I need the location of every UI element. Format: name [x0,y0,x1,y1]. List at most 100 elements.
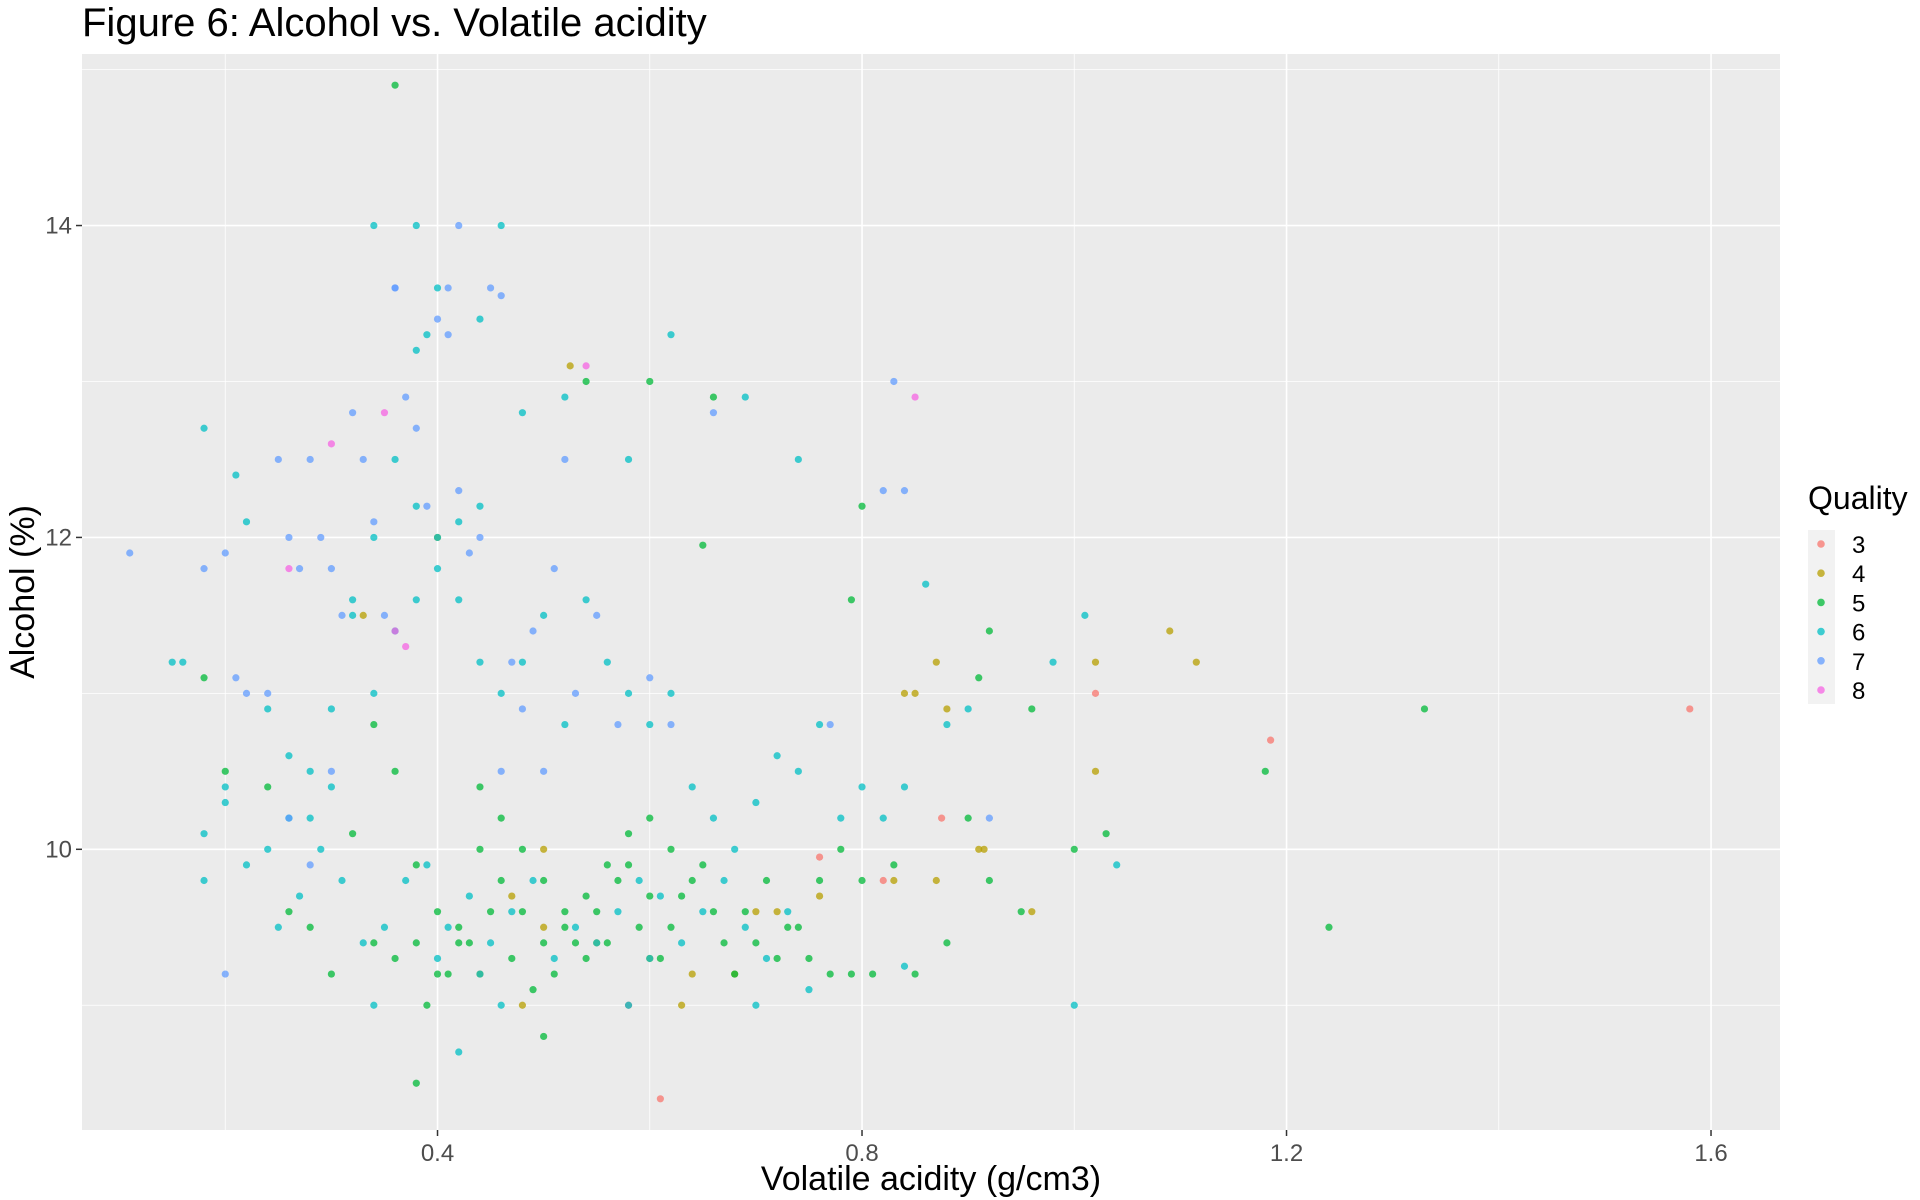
data-point-quality-6 [518,658,527,666]
legend-key-3 [1817,540,1825,548]
data-point-quality-7 [646,674,654,682]
data-point-quality-7 [985,814,993,822]
data-point-quality-4 [1091,767,1100,775]
data-point-quality-7 [529,627,537,635]
data-point-quality-5 [624,830,633,838]
data-point-quality-6 [232,471,240,479]
data-point-quality-3 [938,814,946,822]
data-point-quality-6 [858,783,866,791]
data-point-quality-6 [402,876,410,885]
data-point-quality-7 [667,720,675,729]
data-point-quality-6 [295,892,304,900]
data-point-quality-5 [709,393,718,401]
data-point-quality-5 [1028,705,1036,713]
data-point-quality-6 [794,767,802,775]
data-point-quality-5 [370,939,378,947]
data-point-quality-6 [550,954,558,963]
data-point-quality-5 [826,970,834,978]
data-point-quality-6 [465,892,473,900]
data-point-quality-5 [518,908,527,916]
data-point-quality-6 [476,970,484,978]
data-point-quality-7 [455,487,463,495]
data-point-quality-7 [593,611,601,619]
data-point-quality-6 [433,954,442,963]
data-point-quality-5 [635,923,643,931]
data-point-quality-6 [837,814,845,822]
data-point-quality-6 [773,752,781,760]
data-point-quality-4 [1028,908,1036,916]
data-point-quality-5 [720,939,728,947]
data-point-quality-6 [497,1001,505,1009]
data-point-quality-4 [1091,658,1100,666]
data-point-quality-6 [497,689,505,697]
x-tick-label: 0.8 [845,1140,878,1167]
data-point-quality-5 [1102,830,1110,838]
legend-label: 6 [1852,620,1865,647]
grid-lines [82,54,1780,1130]
data-point-quality-3 [815,853,824,861]
data-point-quality-6 [338,876,346,885]
data-point-quality-4 [890,876,898,885]
data-point-quality-6 [221,798,229,807]
data-point-quality-6 [433,533,442,542]
data-point-quality-7 [285,814,293,822]
x-tick-label: 0.4 [421,1140,454,1167]
data-point-quality-6 [943,720,951,729]
data-point-quality-5 [391,954,399,963]
data-point-quality-6 [200,424,208,432]
data-point-quality-4 [678,1001,686,1009]
data-point-quality-7 [221,549,229,557]
data-point-quality-6 [359,939,367,947]
data-point-quality-5 [985,627,993,635]
data-point-quality-7 [561,455,569,464]
data-point-quality-5 [943,939,951,947]
data-point-quality-6 [1113,861,1121,869]
data-point-quality-4 [359,611,367,619]
data-point-quality-5 [465,939,473,947]
data-point-quality-5 [794,923,802,931]
data-point-quality-4 [980,845,988,853]
data-point-quality-6 [264,845,272,853]
data-point-quality-6 [731,845,739,853]
data-point-quality-5 [667,923,675,931]
data-point-quality-6 [327,783,335,791]
x-tick-label: 1.2 [1270,1140,1303,1167]
data-point-quality-7 [497,767,505,775]
data-point-quality-7 [486,284,495,292]
data-point-quality-6 [455,1048,463,1056]
data-point-quality-7 [338,611,346,619]
data-point-quality-7 [476,533,484,542]
data-point-quality-6 [667,331,675,339]
data-point-quality-6 [242,518,251,526]
data-point-quality-6 [752,1001,760,1009]
data-point-quality-6 [815,720,824,729]
data-point-quality-4 [540,845,548,853]
data-point-quality-7 [370,518,378,526]
data-point-quality-5 [773,954,781,963]
data-point-quality-5 [837,845,845,853]
data-point-quality-6 [720,876,728,885]
data-point-quality-7 [900,487,909,495]
data-point-quality-6 [274,923,282,931]
data-point-quality-7 [242,689,251,697]
data-point-quality-6 [433,284,442,292]
data-point-quality-6 [391,455,399,464]
data-point-quality-7 [327,767,335,775]
data-point-quality-5 [540,939,548,947]
data-point-quality-5 [370,720,378,729]
data-point-quality-6 [306,767,314,775]
data-point-quality-6 [635,876,643,885]
data-point-quality-5 [508,954,516,963]
legend-label: 3 [1852,532,1865,559]
data-point-quality-6 [624,455,633,464]
data-point-quality-5 [412,939,420,947]
data-point-quality-6 [476,502,484,510]
data-point-quality-4 [932,876,940,885]
data-point-quality-5 [1070,845,1078,853]
data-point-quality-5 [985,876,993,885]
data-point-quality-7 [571,689,580,697]
data-point-quality-5 [327,970,335,978]
data-point-quality-4 [900,689,909,697]
data-point-quality-7 [540,767,548,775]
